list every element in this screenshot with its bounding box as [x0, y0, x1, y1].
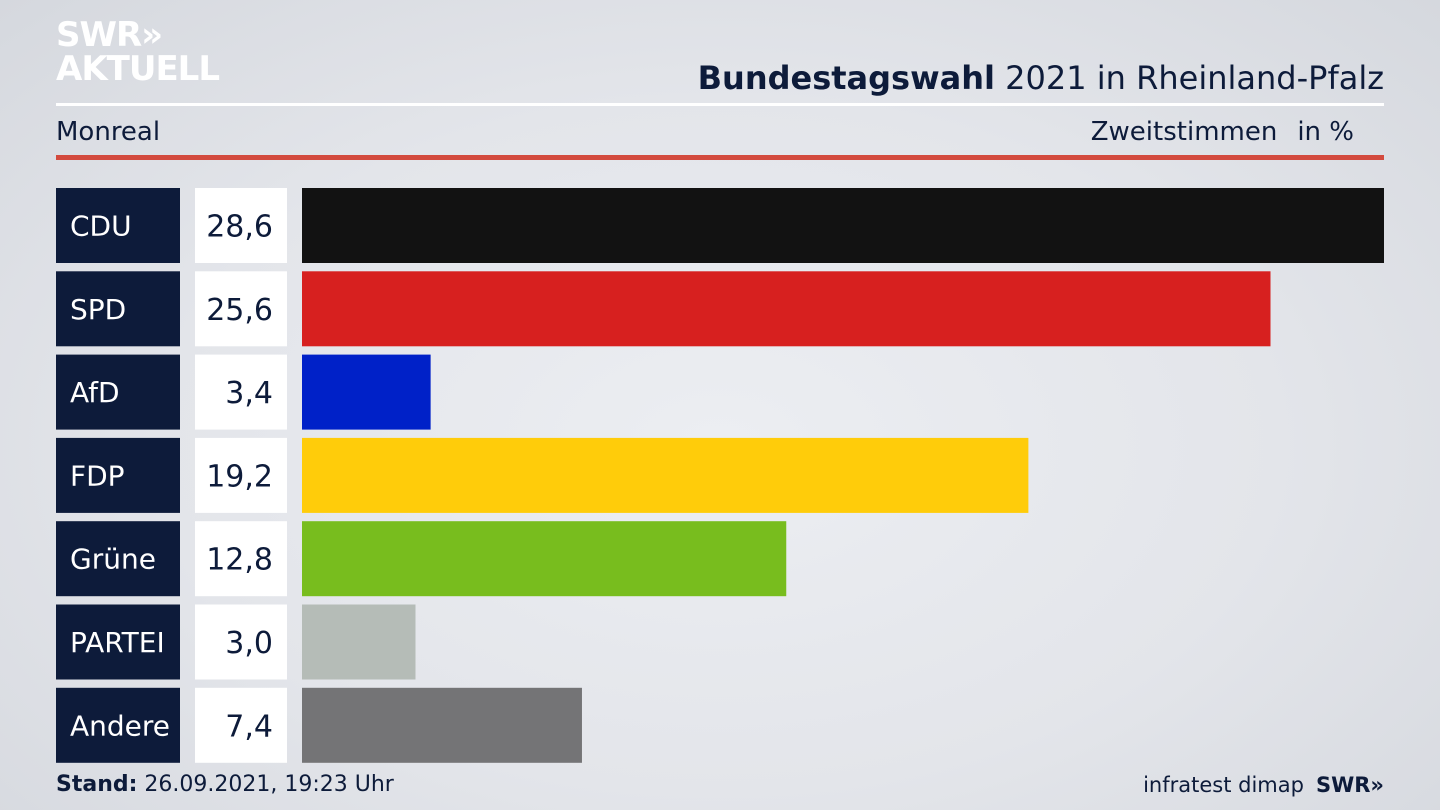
value-label-andere: 7,4 [225, 709, 273, 744]
party-label-cdu: CDU [70, 210, 132, 243]
stand-value: 26.09.2021, 19:23 Uhr [137, 772, 394, 797]
bar-gr-ne [302, 521, 787, 597]
header-divider [56, 103, 1384, 106]
value-label-cdu: 28,6 [206, 210, 273, 245]
chart-title: Bundestagswahl 2021 in Rheinland-Pfalz [698, 58, 1384, 98]
location-label: Monreal [56, 117, 161, 147]
bar-afd [302, 354, 431, 430]
party-label-box-gr-ne [56, 521, 180, 597]
party-label-box-afd [56, 354, 180, 430]
bar-andere [302, 687, 582, 763]
value-label-afd: 3,4 [225, 376, 273, 411]
party-label-box-andere [56, 687, 180, 763]
party-label-box-spd [56, 271, 180, 347]
swr-aktuell-logo: SWR» AKTUELL [56, 15, 220, 89]
party-label-spd: SPD [70, 293, 126, 326]
value-box-afd [195, 354, 287, 430]
party-label-andere: Andere [70, 709, 170, 742]
party-label-gr-ne: Grüne [70, 543, 156, 576]
accent-divider [56, 155, 1384, 160]
value-box-spd [195, 271, 287, 347]
bar-fdp [302, 437, 1029, 513]
value-label-fdp: 19,2 [206, 459, 273, 494]
logo-line-1: SWR» [56, 15, 163, 55]
value-box-gr-ne [195, 521, 287, 597]
value-box-partei [195, 604, 287, 680]
party-label-fdp: FDP [70, 459, 125, 492]
value-label-spd: 25,6 [206, 293, 273, 328]
value-box-fdp [195, 437, 287, 513]
timestamp: Stand: 26.09.2021, 19:23 Uhr [56, 770, 394, 800]
value-label-gr-ne: 12,8 [206, 543, 273, 578]
measure-label: Zweitstimmen in % [1091, 114, 1354, 150]
value-box-cdu [195, 188, 287, 263]
party-label-afd: AfD [70, 376, 120, 409]
swr-brand-logo: SWR» [1315, 773, 1384, 797]
party-label-partei: PARTEI [70, 626, 165, 659]
title-bold: Bundestagswahl [697, 59, 995, 97]
party-label-box-cdu [56, 188, 180, 263]
value-label-partei: 3,0 [225, 626, 273, 661]
party-label-box-fdp [56, 437, 180, 513]
stand-label: Stand: [56, 772, 138, 797]
party-label-box-partei [56, 604, 180, 680]
unit-text: in % [1297, 117, 1354, 147]
measure-text: Zweitstimmen [1090, 117, 1278, 147]
bar-cdu [302, 188, 1384, 263]
bar-spd [302, 271, 1271, 347]
title-rest: 2021 in Rheinland-Pfalz [995, 59, 1384, 97]
source-credit: infratest dimap SWR» [1143, 770, 1384, 800]
value-box-andere [195, 687, 287, 763]
logo-line-2: AKTUELL [56, 49, 220, 89]
bar-partei [302, 604, 416, 680]
source-label: infratest dimap [1143, 773, 1304, 797]
